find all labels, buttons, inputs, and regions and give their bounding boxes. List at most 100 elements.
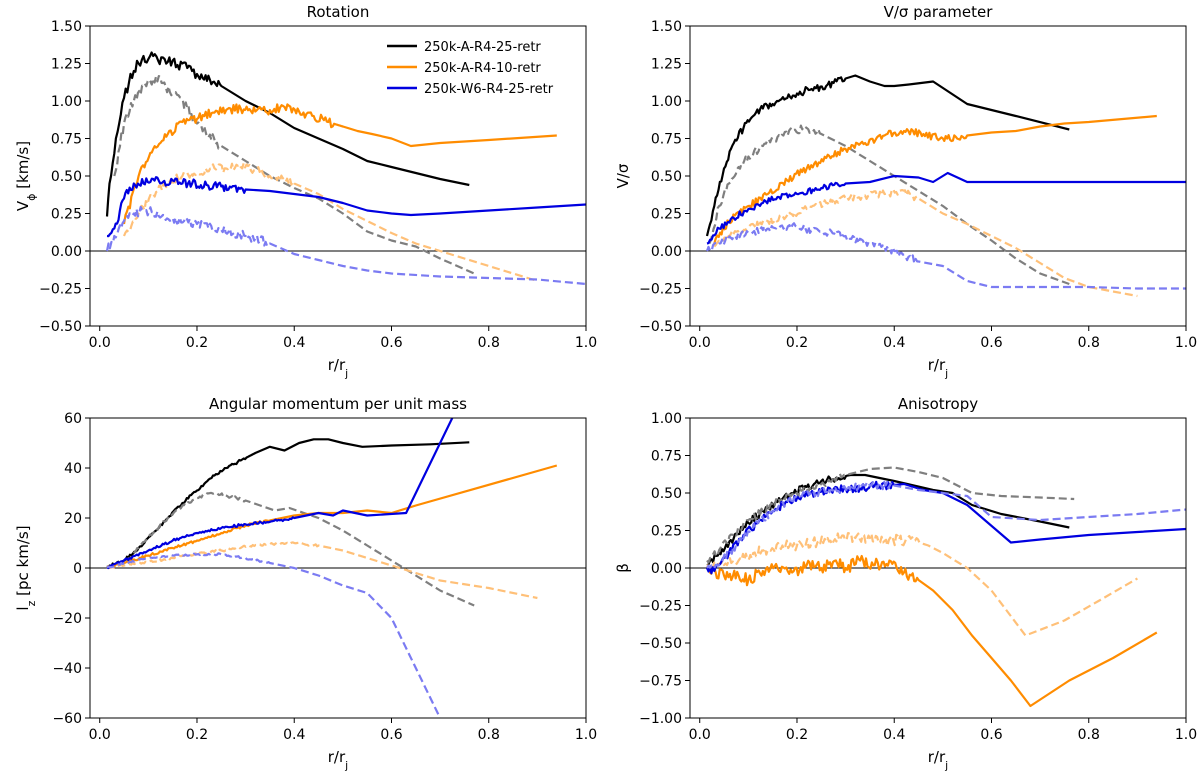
y-tick-label: −0.50	[39, 319, 82, 335]
y-tick-label: 1.25	[651, 57, 682, 73]
series-line-gray	[106, 491, 475, 607]
chart-title: Angular momentum per unit mass	[209, 395, 467, 413]
y-tick-label: 20	[64, 511, 82, 527]
series-line-250k-A-R4-10-retr	[106, 464, 558, 569]
x-tick-label: 0.6	[980, 335, 1002, 351]
series-line-250k-A-R4-25-retr	[106, 438, 470, 568]
x-tick-label: 1.0	[575, 335, 597, 351]
x-tick-label: 0.6	[380, 727, 402, 743]
series-line-250k-A-R4-10-retr	[706, 554, 1158, 708]
x-axis-label: r/rj	[328, 748, 348, 772]
series-line-250k-A-R4-25-retr	[705, 74, 1070, 237]
panel-v-sigma: V/σ parameter 0.0 0.2 0.4 0.6 0.8 1.0 −0.50 −0.2…	[614, 3, 1197, 380]
series-line-light-blue	[106, 552, 442, 718]
chart-title: Anisotropy	[898, 395, 978, 413]
y-tick-label: 0.00	[51, 244, 82, 260]
series-line-gray	[708, 124, 1070, 286]
chart-title: V/σ parameter	[884, 3, 994, 21]
series-line-light-blue	[105, 205, 586, 286]
x-axis-label: r/rj	[328, 356, 348, 380]
x-tick-label: 0.6	[380, 335, 402, 351]
y-tick-label: −0.75	[639, 674, 682, 690]
x-tick-label: 0.2	[186, 727, 208, 743]
y-tick-label: 0.25	[651, 207, 682, 223]
x-tick-label: 0.8	[478, 727, 500, 743]
series-line-250k-W6-R4-25-retr	[705, 480, 1186, 575]
y-tick-label: 40	[64, 461, 82, 477]
y-axis-label: lz [pc km/s]	[14, 525, 38, 610]
y-tick-label: 1.00	[651, 411, 682, 427]
y-tick-label: −0.50	[639, 636, 682, 652]
y-tick-label: 0.25	[651, 524, 682, 540]
series-line-light-orange	[706, 531, 1138, 637]
y-tick-label: 1.00	[51, 94, 82, 110]
plot-frame	[689, 25, 1187, 327]
x-tick-label: 0.4	[883, 335, 905, 351]
x-tick-label: 0.8	[1078, 335, 1100, 351]
series-line-gray	[113, 75, 475, 275]
y-tick-label: 0	[73, 561, 82, 577]
series-line-gray	[706, 466, 1075, 564]
legend-label: 250k-A-R4-10-retr	[424, 61, 541, 76]
series-line-light-blue	[705, 222, 1186, 290]
x-tick-label: 0.2	[186, 335, 208, 351]
y-tick-label: −0.50	[639, 319, 682, 335]
y-tick-label: −40	[52, 661, 82, 677]
series-line-250k-A-R4-25-retr	[105, 51, 470, 217]
panel-rotation: Rotation 0.0 0.2 0.4 0.6 0.8 1.0 −0.50 −0.25 0.00…	[14, 3, 597, 380]
y-tick-label: −60	[52, 711, 82, 727]
x-tick-label: 0.8	[1078, 727, 1100, 743]
x-tick-label: 0.2	[786, 727, 808, 743]
y-tick-label: 0.50	[651, 486, 682, 502]
y-tick-label: 0.75	[651, 449, 682, 465]
legend-label: 250k-A-R4-25-retr	[424, 40, 541, 55]
x-axis-label: r/rj	[928, 748, 948, 772]
y-tick-label: 1.25	[51, 57, 82, 73]
x-axis-label: r/rj	[928, 356, 948, 380]
x-tick-label: 0.0	[689, 727, 711, 743]
y-axis-label: V/σ	[614, 163, 632, 188]
y-tick-label: 0.00	[651, 244, 682, 260]
y-tick-label: −0.25	[639, 282, 682, 298]
series-line-250k-A-R4-10-retr	[713, 114, 1157, 244]
x-tick-label: 0.4	[883, 727, 905, 743]
series-line-250k-W6-R4-25-retr	[106, 418, 454, 570]
y-tick-label: 0.00	[651, 561, 682, 577]
y-tick-label: −20	[52, 611, 82, 627]
series-line-250k-W6-R4-25-retr	[106, 176, 586, 238]
y-tick-label: −0.25	[39, 282, 82, 298]
x-tick-label: 0.8	[478, 335, 500, 351]
series-line-light-orange	[713, 187, 1138, 298]
y-axis-label: Vϕ [km/s]	[14, 141, 38, 211]
x-tick-label: 0.2	[786, 335, 808, 351]
y-tick-label: 1.00	[651, 94, 682, 110]
series-line-light-orange	[106, 541, 538, 600]
y-axis-label: β	[614, 563, 632, 573]
panel-angular-momentum: Angular momentum per unit mass 0.0 0.2 0.4 0…	[14, 395, 597, 772]
series-line-250k-W6-R4-25-retr	[706, 171, 1186, 245]
y-tick-label: −1.00	[639, 711, 682, 727]
legend-label: 250k-W6-R4-25-retr	[424, 82, 554, 97]
y-tick-label: 0.50	[51, 169, 82, 185]
series-line-light-blue	[706, 480, 1186, 570]
y-tick-label: 0.75	[651, 132, 682, 148]
x-tick-label: 0.0	[89, 727, 111, 743]
legend: 250k-A-R4-25-retr 250k-A-R4-10-retr 250k-W…	[387, 40, 554, 97]
y-tick-label: −0.25	[639, 599, 682, 615]
y-tick-label: 0.25	[51, 207, 82, 223]
series-line-light-orange	[122, 162, 538, 283]
chart-title: Rotation	[307, 3, 370, 21]
x-tick-label: 0.4	[283, 727, 305, 743]
x-tick-label: 1.0	[575, 727, 597, 743]
panel-anisotropy: Anisotropy 0.0 0.2 0.4 0.6 0.8 1.0 −1.00 −0.75 −0…	[614, 395, 1197, 772]
x-tick-label: 0.4	[283, 335, 305, 351]
y-tick-label: 1.50	[651, 19, 682, 35]
x-tick-label: 0.0	[689, 335, 711, 351]
y-tick-label: 1.50	[51, 19, 82, 35]
x-tick-label: 0.6	[980, 727, 1002, 743]
x-tick-label: 1.0	[1175, 335, 1197, 351]
y-tick-label: 0.75	[51, 132, 82, 148]
x-tick-label: 1.0	[1175, 727, 1197, 743]
series-line-250k-A-R4-10-retr	[122, 103, 557, 225]
